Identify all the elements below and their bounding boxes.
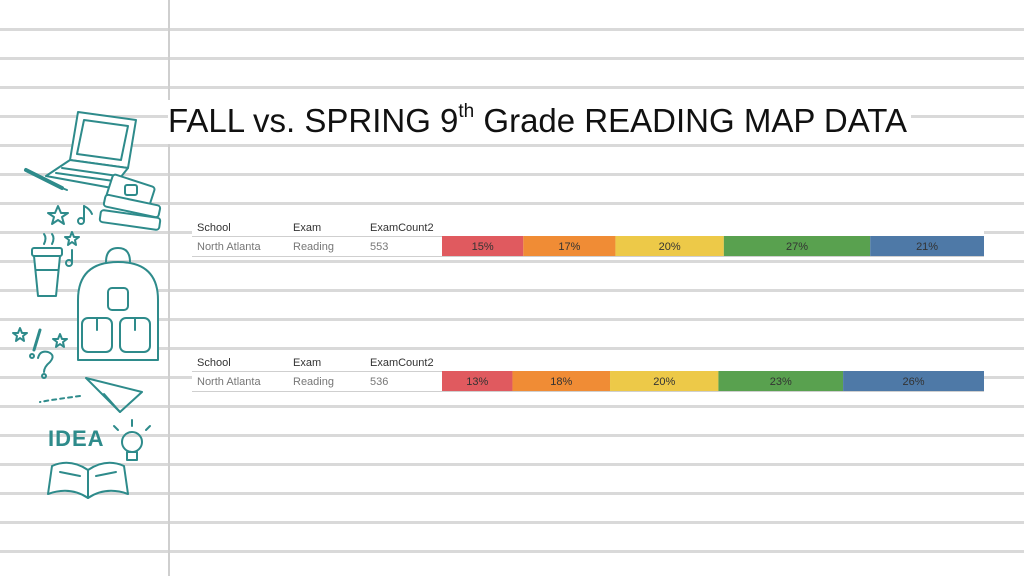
row-divider	[192, 391, 984, 392]
bar-segment-label-3: 20%	[653, 376, 675, 388]
bar-segment-label-3: 20%	[659, 241, 681, 253]
school-cell: North Atlanta	[197, 241, 261, 253]
column-header-school: School	[197, 357, 231, 369]
school-cell: North Atlanta	[197, 376, 261, 388]
bar-segment-2	[512, 371, 611, 391]
header-divider	[192, 371, 442, 372]
bar-segment-2	[523, 236, 616, 256]
pen-icon	[24, 168, 68, 191]
title-suffix: Grade READING MAP DATA	[474, 102, 908, 139]
bar-segment-label-1: 15%	[472, 241, 494, 253]
bar-segment-label-1: 13%	[466, 376, 488, 388]
page-title: FALL vs. SPRING 9th Grade READING MAP DA…	[168, 100, 912, 144]
title-prefix: FALL vs. SPRING 9	[168, 102, 459, 139]
star-icon	[12, 205, 80, 348]
row-divider	[192, 256, 984, 257]
bar-segment-label-5: 26%	[903, 376, 925, 388]
light-bulb-icon	[113, 419, 151, 461]
notebook-margin-line	[168, 0, 170, 576]
header-divider	[192, 236, 442, 237]
bar-segment-label-5: 21%	[916, 241, 938, 253]
bar-segment-3	[615, 236, 724, 256]
spring-stacked-bar: 13% 18% 20% 23% 26%	[442, 371, 984, 391]
bar-segment-label-2: 17%	[558, 241, 580, 253]
bar-segment-3	[610, 371, 719, 391]
doodle-idea-text: IDEA	[48, 426, 105, 451]
bar-segment-1	[442, 236, 524, 256]
paper-plane-icon	[39, 377, 143, 413]
fall-stacked-bar: 15% 17% 20% 27% 21%	[442, 236, 984, 256]
book-stack-icon	[98, 173, 162, 231]
bar-segment-label-4: 23%	[770, 376, 792, 388]
bar-segment-5	[843, 371, 984, 391]
backpack-icon	[77, 247, 159, 361]
column-header-exam: Exam	[293, 357, 322, 369]
exam-cell: Reading	[293, 376, 334, 388]
column-header-examcount: ExamCount2	[370, 357, 434, 369]
spring-data-table: School Exam ExamCount2 North Atlanta Rea…	[192, 353, 984, 395]
bar-segment-1	[442, 371, 513, 391]
doodle-illustrations: IDEA	[12, 111, 162, 499]
examcount-cell: 536	[370, 376, 389, 388]
title-superscript: th	[458, 101, 475, 122]
music-note-icon	[65, 205, 93, 267]
fall-data-table: School Exam ExamCount2 North Atlanta Rea…	[192, 218, 984, 260]
column-header-examcount: ExamCount2	[370, 222, 434, 234]
exam-cell: Reading	[293, 241, 334, 253]
open-book-icon	[47, 461, 129, 499]
bar-segment-4	[723, 236, 871, 256]
column-header-exam: Exam	[293, 222, 322, 234]
bar-segment-5	[870, 236, 984, 256]
bar-segment-4	[718, 371, 844, 391]
coffee-cup-icon	[31, 233, 63, 297]
exclamation-icon	[29, 328, 42, 359]
laptop-icon	[45, 111, 137, 189]
examcount-cell: 553	[370, 241, 389, 253]
question-mark-icon	[37, 350, 54, 379]
column-header-school: School	[197, 222, 231, 234]
bar-segment-label-2: 18%	[550, 376, 572, 388]
bar-segment-label-4: 27%	[786, 241, 808, 253]
